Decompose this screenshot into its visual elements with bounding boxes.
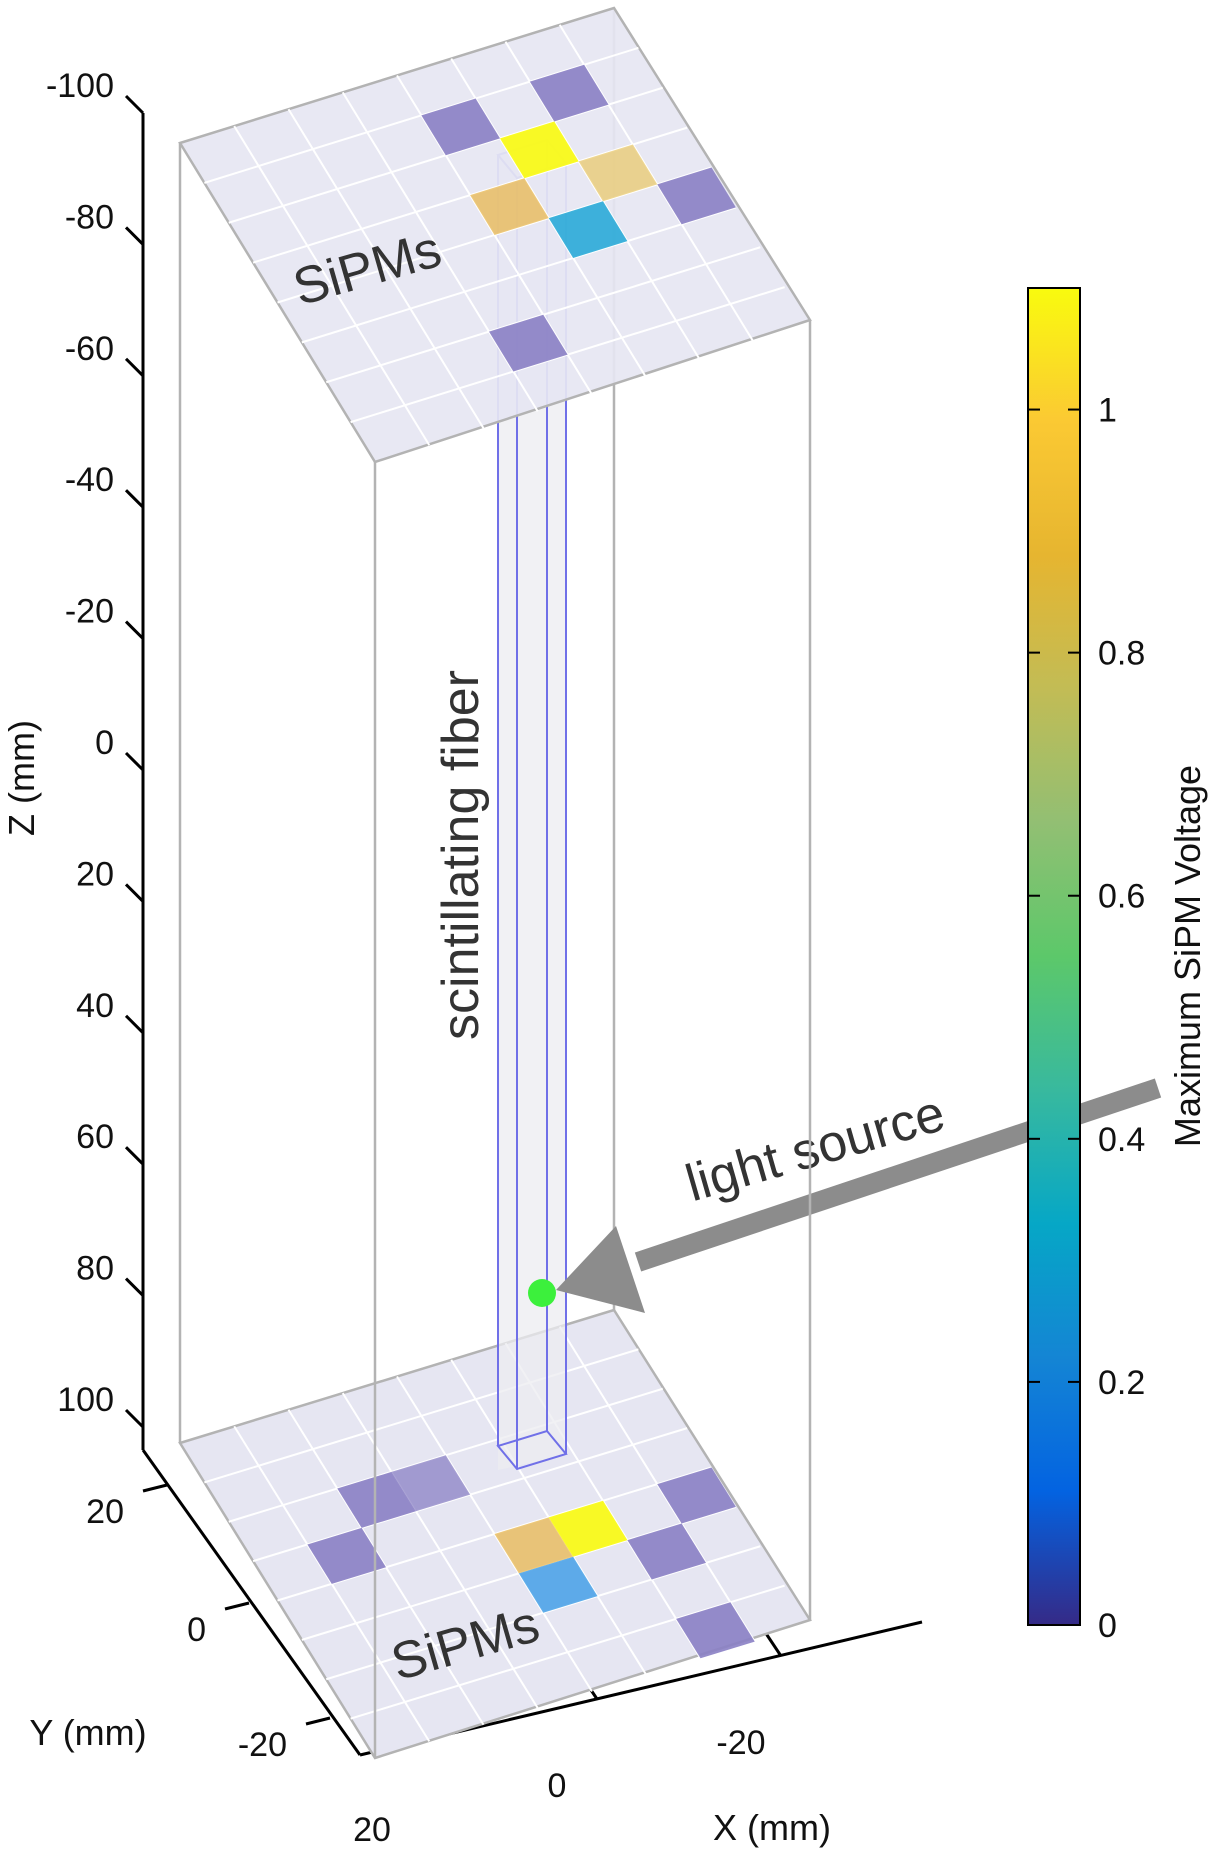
colorbar-tick-label: 0.4 [1098,1121,1145,1159]
y-tick-mark [305,1716,331,1726]
bottom-sipm-plane: SiPMs [178,1308,812,1760]
sipm-cell [421,98,500,156]
top-sipm-cells [421,64,736,372]
sipm-cell [676,1602,755,1659]
z-tick-label: 40 [76,987,114,1025]
x-axis-title: X (mm) [713,1807,831,1848]
plane-grid-line [301,206,737,344]
y-tick-mark [224,1601,250,1611]
box-front-edges [178,143,812,1758]
z-tick-mark [124,489,145,509]
x-tick-label: 20 [353,1811,391,1849]
y-axis-title: Y (mm) [29,1712,146,1753]
z-tick-label: -80 [65,198,114,236]
sipm-cell [627,1523,706,1580]
scintillating-fiber: scintillating fiber [432,138,568,1471]
fiber-body [498,140,566,1470]
colorbar-tick-label: 1 [1098,392,1117,430]
z-tick-label: -20 [65,593,114,631]
z-tick-label: 0 [95,724,114,762]
sipm-cell [518,1556,598,1613]
z-tick-label: -40 [65,461,114,499]
colorbar-gradient [1027,287,1081,1626]
z-tick-label: 80 [76,1250,114,1288]
sipm-cell [657,167,736,225]
sipm-cell [529,64,609,122]
z-axis-title: Z (mm) [1,720,42,836]
sipm-cell [657,1467,736,1524]
light-source-arrow-head [556,1226,645,1313]
y-tick-mark [142,1483,168,1493]
y-tick-label: 0 [187,1611,206,1649]
z-tick-mark [124,1277,145,1297]
sipm-cell [494,1517,574,1574]
z-tick-mark [124,620,145,640]
x-tick-mark [763,1631,783,1657]
bottom-sipm-cells [307,1455,755,1659]
x-axis: 20 0 -20 X (mm) [353,1620,923,1849]
fiber-label: scintillating fiber [432,670,490,1040]
z-tick-label: -60 [65,330,114,368]
colorbar-tick-label: 0.6 [1098,878,1145,916]
colorbar-title: Maximum SiPM Voltage [1167,765,1208,1147]
z-tick-mark [124,883,145,903]
colorbar-tick-label: 0 [1098,1607,1117,1645]
sipm-cell [489,314,568,372]
z-tick-mark [124,751,145,772]
z-axis-ticks: -100 -80 -60 -40 -20 0 20 40 60 80 100 [46,67,145,1429]
z-tick-mark [124,94,145,115]
y-tick-label: 20 [86,1493,124,1531]
z-tick-mark [124,1408,145,1429]
x-tick-label: -20 [716,1724,765,1762]
sipm-cell [578,144,658,202]
colorbar-ticks: 0 0.2 0.4 0.6 0.8 1 [1028,392,1145,1645]
z-axis: -100 -80 -60 -40 -20 0 20 40 60 80 100 Z (mm) [1,67,145,1450]
plane-grid-line [350,1584,785,1720]
z-tick-mark [124,226,145,246]
z-tick-label: -100 [46,67,114,105]
sipm-cell [337,1471,416,1528]
z-tick-label: 20 [76,855,114,893]
sipm-cell [548,201,628,258]
sipm-cell [307,1527,386,1584]
x-tick-label: 0 [548,1767,567,1805]
z-tick-mark [124,357,145,377]
y-axis: 20 0 -20 Y (mm) [29,1449,362,1764]
z-tick-label: 60 [76,1118,114,1156]
colorbar-tick-label: 0.8 [1098,635,1145,673]
y-axis-ticks: 20 0 -20 [86,1483,331,1764]
sipm-cell [391,1455,471,1512]
colorbar-tick-label: 0.2 [1098,1364,1145,1402]
y-tick-label: -20 [238,1726,287,1764]
top-sipm-plane: SiPMs [178,6,812,464]
sipm-cell [470,178,549,235]
sipm-cell [548,1500,628,1557]
colorbar: 0 0.2 0.4 0.6 0.8 1 Maximum SiPM Voltage [1027,287,1208,1645]
z-tick-mark [124,1014,145,1034]
sipm-cell [500,121,579,179]
light-source-marker [528,1279,556,1307]
z-tick-label: 100 [57,1381,114,1419]
y-axis-line [141,1449,362,1756]
z-tick-mark [124,1146,145,1166]
